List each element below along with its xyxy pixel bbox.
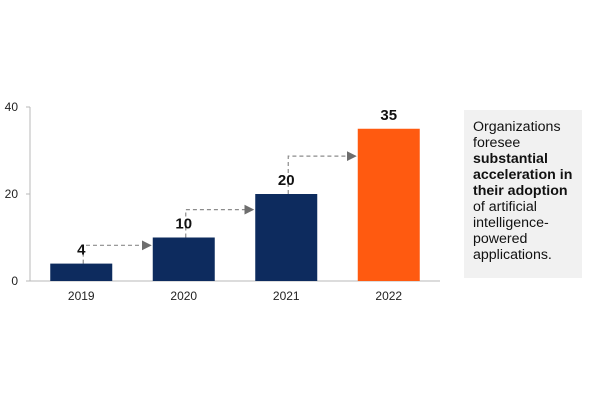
data-label-2020: 10	[175, 216, 192, 233]
bar-2021	[255, 194, 318, 281]
data-label-2022: 35	[380, 107, 397, 124]
bars	[50, 128, 420, 281]
bar-2019	[50, 263, 113, 281]
bar-2022	[357, 128, 420, 281]
data-labels: 4 10 20 35	[77, 107, 397, 259]
connector-arrow	[185, 204, 255, 238]
category-label-2020: 2020	[170, 289, 197, 303]
note-text-end: of artificial intelligence-powered appli…	[473, 199, 552, 263]
connector-arrow	[82, 240, 152, 264]
category-labels: 2019 2020 2021 2022	[68, 289, 403, 303]
y-tick-label: 40	[5, 100, 19, 114]
annotation-box: Organizations foresee substantial accele…	[464, 110, 582, 278]
y-tick-label: 20	[5, 187, 19, 201]
data-label-2019: 4	[77, 242, 86, 259]
category-label-2022: 2022	[375, 289, 402, 303]
note-text-start: Organizations foresee	[473, 119, 561, 151]
category-label-2019: 2019	[68, 289, 95, 303]
data-label-2021: 20	[278, 172, 295, 189]
connector-arrow	[287, 151, 357, 194]
category-label-2021: 2021	[273, 289, 300, 303]
bar-2020	[152, 237, 215, 281]
y-axis: 0 20 40	[5, 100, 31, 288]
connector-arrows	[82, 151, 357, 264]
y-tick-label: 0	[11, 274, 18, 288]
note-text-bold: substantial acceleration in their adopti…	[473, 151, 573, 199]
